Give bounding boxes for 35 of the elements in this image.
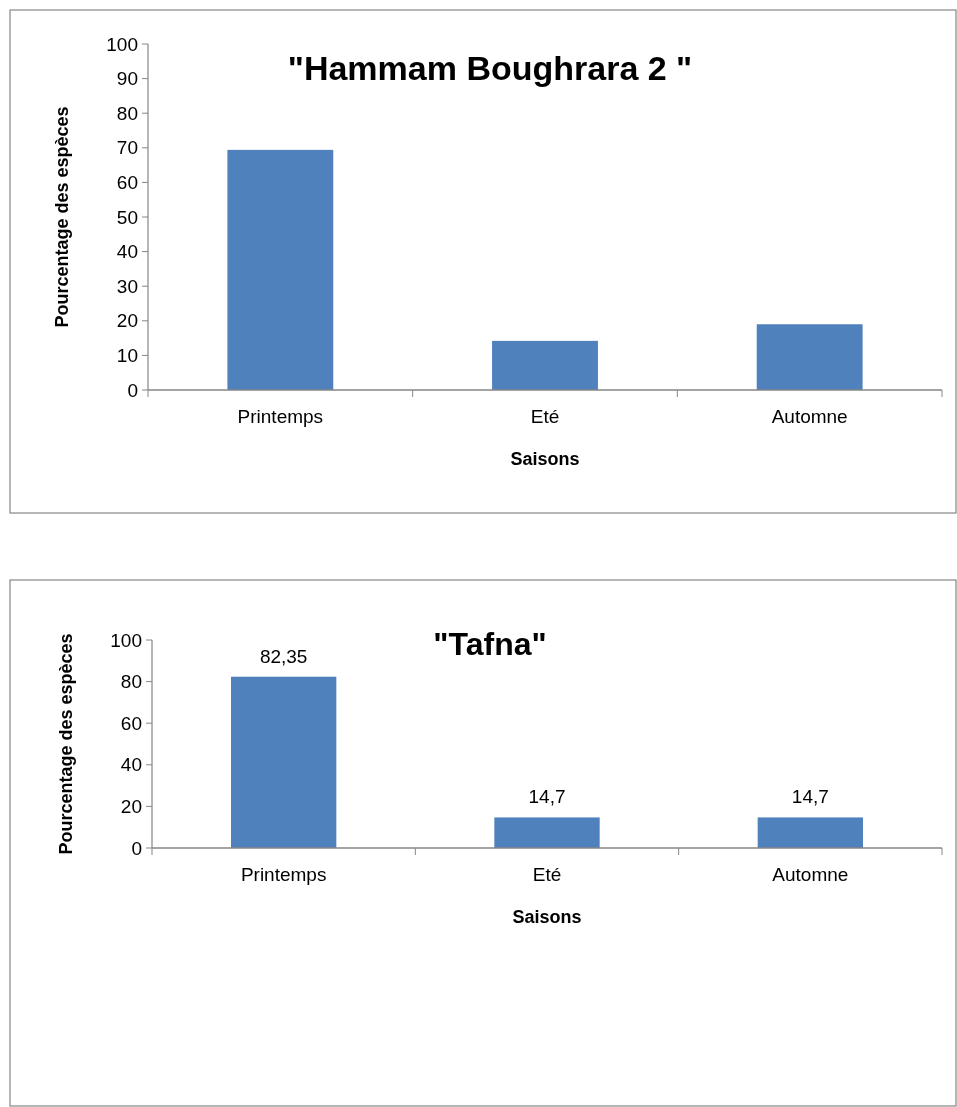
y-tick-label: 80 xyxy=(120,671,142,693)
y-tick-label: 100 xyxy=(106,33,138,55)
x-tick-label: Automne xyxy=(771,406,848,427)
x-tick-label: Eté xyxy=(532,864,562,885)
y-tick-label: 30 xyxy=(116,275,138,297)
y-axis-title: Pourcentage des espèces xyxy=(52,106,72,328)
y-tick-label: 0 xyxy=(131,837,142,859)
y-axis-title: Pourcentage des espèces xyxy=(56,633,76,855)
y-tick-label: 20 xyxy=(120,796,142,818)
x-axis-title: Saisons xyxy=(510,449,580,469)
chart-title: "Hammam Boughrara 2 " xyxy=(287,49,693,87)
y-tick-label: 20 xyxy=(116,310,138,332)
bar xyxy=(227,149,334,390)
y-tick-label: 40 xyxy=(116,241,138,263)
y-tick-label: 90 xyxy=(116,68,138,90)
x-axis-title: Saisons xyxy=(512,907,582,927)
y-tick-label: 100 xyxy=(110,629,142,651)
y-tick-label: 60 xyxy=(120,712,142,734)
data-label: 14,7 xyxy=(791,786,829,808)
bar xyxy=(492,340,598,390)
data-label: 14,7 xyxy=(528,786,566,808)
x-tick-label: Eté xyxy=(530,406,560,427)
x-tick-label: Automne xyxy=(772,864,849,885)
x-tick-label: Printemps xyxy=(240,864,327,885)
chart-title: "Tafna" xyxy=(433,626,547,662)
y-tick-label: 10 xyxy=(116,345,138,367)
y-tick-label: 70 xyxy=(116,137,138,159)
y-tick-label: 80 xyxy=(116,102,138,124)
data-label: 82,35 xyxy=(259,645,308,667)
bar xyxy=(756,324,863,390)
y-tick-label: 60 xyxy=(116,172,138,194)
y-tick-label: 40 xyxy=(120,754,142,776)
y-tick-label: 50 xyxy=(116,206,138,228)
x-tick-label: Printemps xyxy=(237,406,324,427)
y-tick-label: 0 xyxy=(127,379,138,401)
